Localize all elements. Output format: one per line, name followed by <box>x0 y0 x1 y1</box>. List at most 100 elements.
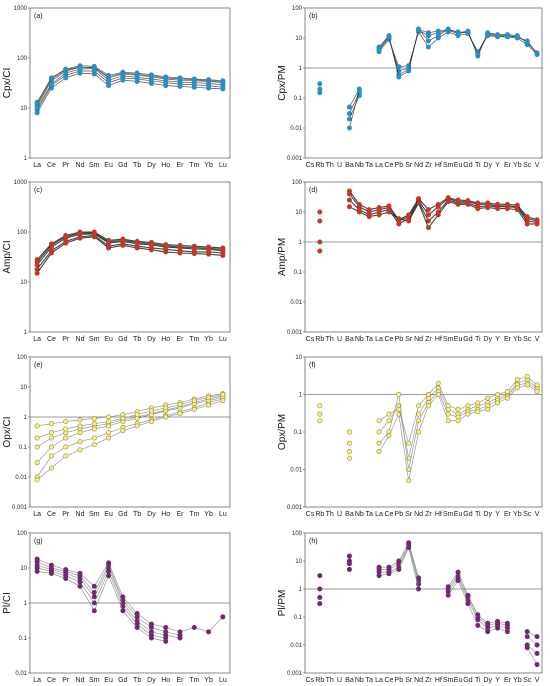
x-tick-label: Dy <box>483 336 492 343</box>
y-tick-label: 1 <box>24 330 28 336</box>
y-tick-label: 0.1 <box>294 96 303 102</box>
data-point <box>77 439 83 445</box>
data-point <box>77 430 83 436</box>
data-point <box>455 569 461 575</box>
data-point <box>445 584 451 590</box>
data-point <box>524 374 530 380</box>
y-tick-label: 10 <box>20 280 27 286</box>
x-tick-label: Eu <box>104 511 113 518</box>
x-tick-label: Lu <box>219 336 227 343</box>
data-point <box>346 440 352 446</box>
data-point <box>376 440 382 446</box>
data-point <box>206 245 212 251</box>
data-point <box>220 252 226 258</box>
data-point <box>514 34 520 40</box>
data-point <box>524 645 530 651</box>
x-tick-label: Yb <box>204 677 213 684</box>
data-point <box>63 419 69 425</box>
x-tick-label: Yb <box>513 677 522 684</box>
data-point <box>504 395 510 401</box>
x-tick-label: Rb <box>315 511 324 518</box>
y-axis-label: Amp/PM <box>277 238 288 276</box>
x-tick-label: Yb <box>204 162 213 169</box>
data-point <box>148 621 154 627</box>
x-tick-label: Sc <box>523 677 532 684</box>
data-point <box>435 35 441 41</box>
data-point <box>317 411 323 417</box>
data-point <box>416 575 422 581</box>
x-tick-label: La <box>33 336 41 343</box>
x-tick-label: Rb <box>315 162 324 169</box>
data-point <box>495 206 501 212</box>
data-point <box>396 64 402 70</box>
x-tick-label: Nb <box>355 511 364 518</box>
data-point <box>317 594 323 600</box>
x-tick-label: Y <box>495 162 500 169</box>
data-point <box>524 634 530 640</box>
data-point <box>163 249 169 255</box>
plot-frame <box>304 181 543 333</box>
data-point <box>406 68 412 74</box>
data-point <box>514 202 520 208</box>
x-tick-label: Ho <box>161 336 170 343</box>
data-point <box>191 244 197 250</box>
series-line <box>378 384 538 481</box>
x-tick-label: Pb <box>395 162 404 169</box>
x-tick-label: Hf <box>435 336 442 343</box>
x-tick-label: Ce <box>47 162 56 169</box>
data-point <box>416 429 422 435</box>
data-point <box>177 402 183 408</box>
data-point <box>386 564 392 570</box>
y-tick-label: 1 <box>299 587 303 593</box>
data-point <box>191 624 197 630</box>
data-point <box>445 418 451 424</box>
data-point <box>120 428 126 434</box>
x-tick-label: Yb <box>513 162 522 169</box>
data-point <box>504 201 510 207</box>
data-point <box>425 403 431 409</box>
data-point <box>317 90 323 96</box>
data-point <box>504 34 510 40</box>
series-line <box>37 571 166 642</box>
panel-label: (g) <box>34 538 43 545</box>
x-tick-label: La <box>375 511 383 518</box>
data-point <box>386 418 392 424</box>
x-tick-label: Er <box>504 511 512 518</box>
panel-c: 1 10 100 1000 La Ce Pr Nd Sm Eu Gd Tb Dy Ho Er Tm Yb Lu Am… <box>2 180 231 343</box>
data-point <box>416 586 422 592</box>
data-point <box>475 622 481 628</box>
data-point <box>134 423 140 429</box>
x-tick-label: Er <box>504 162 512 169</box>
data-point <box>475 206 481 212</box>
panel-label: (d) <box>309 187 318 194</box>
data-point <box>455 418 461 424</box>
y-tick-label: 1 <box>24 156 28 162</box>
data-point <box>406 440 412 446</box>
x-tick-label: Th <box>326 162 334 169</box>
x-tick-label: Pr <box>62 677 70 684</box>
data-point <box>445 592 451 598</box>
data-point <box>106 423 112 429</box>
data-point <box>425 207 431 213</box>
data-point <box>177 250 183 256</box>
x-tick-label: La <box>375 677 383 684</box>
y-tick-label: 1 <box>299 240 303 246</box>
data-point <box>524 214 530 220</box>
data-point <box>317 418 323 424</box>
x-tick-label: Pb <box>395 336 404 343</box>
x-tick-label: Eu <box>104 162 113 169</box>
data-point <box>106 77 112 83</box>
panel-g: 0.01 0.1 1 10 100 La Ce Pr Nd Sm Eu Gd Tb Dy Ho Er Tm Yb L… <box>2 531 231 684</box>
x-tick-label: Th <box>326 336 334 343</box>
data-point <box>191 80 197 86</box>
data-point <box>396 391 402 397</box>
x-tick-label: Yb <box>513 511 522 518</box>
data-point <box>91 594 97 600</box>
data-point <box>376 429 382 435</box>
x-tick-label: Ta <box>365 162 373 169</box>
data-point <box>120 608 126 614</box>
x-tick-label: Ce <box>384 336 393 343</box>
data-point <box>148 419 154 425</box>
x-tick-label: Ce <box>47 677 56 684</box>
panel-d: 0.001 0.01 0.1 1 10 100 Cs Rb Th U Ba Nb Ta La Ce Pb Sr N… <box>277 180 543 343</box>
